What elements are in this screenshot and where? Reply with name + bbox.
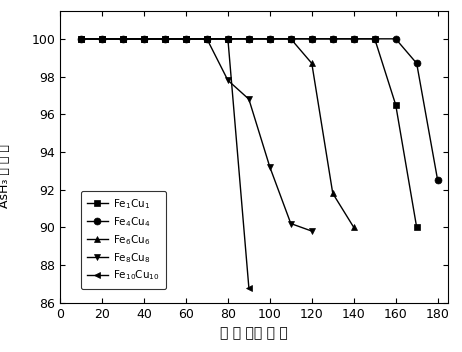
Line: Fe$_1$Cu$_1$: Fe$_1$Cu$_1$ (78, 35, 420, 231)
Fe$_1$Cu$_1$ (99, 37, 105, 41)
Fe$_4$Cu$_4$ (183, 37, 188, 41)
Fe$_4$Cu$_4$ (414, 61, 419, 65)
Fe$_1$Cu$_1$ (246, 37, 252, 41)
Fe$_6$Cu$_6$ (99, 37, 105, 41)
Fe$_8$Cu$_8$ (162, 37, 168, 41)
Fe$_8$Cu$_8$ (309, 229, 315, 233)
Fe$_6$Cu$_6$ (246, 37, 252, 41)
Fe$_4$Cu$_4$ (267, 37, 273, 41)
Fe$_{10}$Cu$_{10}$ (225, 37, 231, 41)
Fe$_8$Cu$_8$ (204, 37, 210, 41)
Fe$_1$Cu$_1$ (267, 37, 273, 41)
Fe$_{10}$Cu$_{10}$ (99, 37, 105, 41)
Fe$_6$Cu$_6$ (141, 37, 147, 41)
Fe$_{10}$Cu$_{10}$ (141, 37, 147, 41)
Fe$_4$Cu$_4$ (141, 37, 147, 41)
Line: Fe$_{10}$Cu$_{10}$: Fe$_{10}$Cu$_{10}$ (78, 35, 252, 291)
Fe$_1$Cu$_1$ (225, 37, 231, 41)
Fe$_4$Cu$_4$ (435, 178, 440, 182)
Fe$_{10}$Cu$_{10}$ (246, 285, 252, 290)
Fe$_4$Cu$_4$ (78, 37, 84, 41)
Fe$_8$Cu$_8$ (267, 165, 273, 169)
Fe$_8$Cu$_8$ (99, 37, 105, 41)
Fe$_6$Cu$_6$ (267, 37, 273, 41)
Fe$_6$Cu$_6$ (78, 37, 84, 41)
Fe$_1$Cu$_1$ (288, 37, 293, 41)
Fe$_1$Cu$_1$ (351, 37, 357, 41)
Fe$_8$Cu$_8$ (78, 37, 84, 41)
Legend: Fe$_1$Cu$_1$, Fe$_4$Cu$_4$, Fe$_6$Cu$_6$, Fe$_8$Cu$_8$, Fe$_{10}$Cu$_{10}$: Fe$_1$Cu$_1$, Fe$_4$Cu$_4$, Fe$_6$Cu$_6$… (81, 190, 166, 289)
Fe$_8$Cu$_8$ (183, 37, 188, 41)
Fe$_6$Cu$_6$ (309, 61, 315, 65)
Fe$_4$Cu$_4$ (162, 37, 168, 41)
Fe$_1$Cu$_1$ (141, 37, 147, 41)
Fe$_8$Cu$_8$ (288, 221, 293, 226)
Fe$_{10}$Cu$_{10}$ (120, 37, 126, 41)
Fe$_6$Cu$_6$ (330, 191, 335, 195)
Fe$_8$Cu$_8$ (246, 97, 252, 101)
Fe$_6$Cu$_6$ (204, 37, 210, 41)
Fe$_{10}$Cu$_{10}$ (162, 37, 168, 41)
Line: Fe$_4$Cu$_4$: Fe$_4$Cu$_4$ (78, 35, 441, 184)
Line: Fe$_8$Cu$_8$: Fe$_8$Cu$_8$ (78, 35, 315, 234)
Fe$_6$Cu$_6$ (120, 37, 126, 41)
Fe$_6$Cu$_6$ (351, 225, 357, 230)
Fe$_6$Cu$_6$ (288, 37, 293, 41)
Text: AsH₃ 去 除 率: AsH₃ 去 除 率 (0, 144, 11, 208)
Fe$_4$Cu$_4$ (309, 37, 315, 41)
Fe$_4$Cu$_4$ (225, 37, 231, 41)
Fe$_1$Cu$_1$ (330, 37, 335, 41)
Fe$_4$Cu$_4$ (204, 37, 210, 41)
Fe$_4$Cu$_4$ (99, 37, 105, 41)
Fe$_1$Cu$_1$ (183, 37, 188, 41)
Fe$_{10}$Cu$_{10}$ (78, 37, 84, 41)
Fe$_8$Cu$_8$ (225, 78, 231, 82)
Fe$_4$Cu$_4$ (120, 37, 126, 41)
Fe$_4$Cu$_4$ (372, 37, 377, 41)
Fe$_6$Cu$_6$ (162, 37, 168, 41)
Fe$_{10}$Cu$_{10}$ (183, 37, 188, 41)
Fe$_1$Cu$_1$ (393, 103, 398, 107)
Fe$_4$Cu$_4$ (351, 37, 357, 41)
Fe$_4$Cu$_4$ (288, 37, 293, 41)
Fe$_1$Cu$_1$ (414, 225, 419, 230)
Fe$_4$Cu$_4$ (246, 37, 252, 41)
Line: Fe$_6$Cu$_6$: Fe$_6$Cu$_6$ (78, 35, 357, 231)
Fe$_6$Cu$_6$ (183, 37, 188, 41)
Fe$_1$Cu$_1$ (78, 37, 84, 41)
Fe$_4$Cu$_4$ (330, 37, 335, 41)
Fe$_1$Cu$_1$ (162, 37, 168, 41)
Fe$_4$Cu$_4$ (393, 37, 398, 41)
Fe$_1$Cu$_1$ (120, 37, 126, 41)
Fe$_8$Cu$_8$ (120, 37, 126, 41)
X-axis label: 时 间 （分 钟 ）: 时 间 （分 钟 ） (220, 326, 288, 340)
Fe$_{10}$Cu$_{10}$ (204, 37, 210, 41)
Fe$_8$Cu$_8$ (141, 37, 147, 41)
Fe$_6$Cu$_6$ (225, 37, 231, 41)
Fe$_1$Cu$_1$ (372, 37, 377, 41)
Fe$_1$Cu$_1$ (309, 37, 315, 41)
Fe$_1$Cu$_1$ (204, 37, 210, 41)
